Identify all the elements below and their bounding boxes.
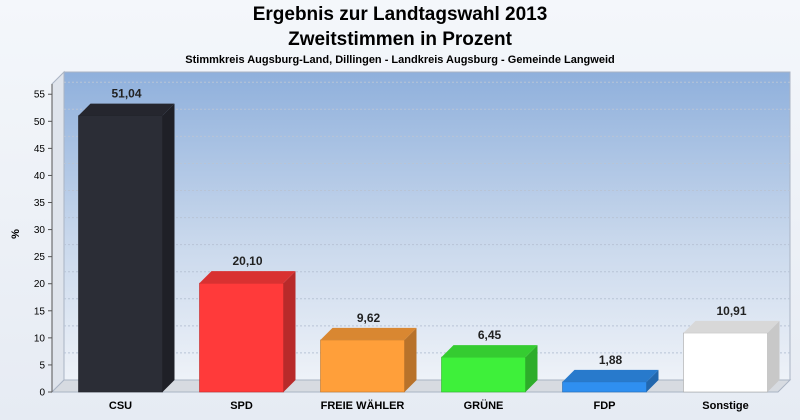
bar-grüne	[441, 345, 538, 393]
bar-value-label: 9,62	[357, 311, 381, 325]
bar-front	[78, 115, 163, 393]
bar-csu	[78, 103, 175, 393]
bar-spd	[199, 271, 296, 393]
bar-top	[562, 369, 659, 382]
bar-front	[562, 381, 647, 393]
y-tick-label: 30	[34, 225, 46, 236]
chart-title: Ergebnis zur Landtagswahl 2013	[252, 4, 548, 25]
bar-front	[441, 356, 526, 393]
bar-sonstige	[683, 320, 780, 393]
category-label: FREIE WÄHLER	[321, 399, 405, 412]
bar-value-label: 6,45	[478, 328, 502, 342]
category-label: FDP	[594, 400, 616, 412]
y-tick-label: 25	[34, 252, 46, 263]
y-tick-label: 10	[34, 333, 46, 344]
bar-value-label: 20,10	[232, 254, 262, 268]
bar-side	[525, 345, 538, 392]
bar-front	[320, 339, 405, 393]
bar-value-label: 51,04	[111, 87, 141, 101]
y-tick-label: 5	[39, 360, 45, 371]
bar-top	[683, 320, 780, 333]
bar-top	[320, 327, 417, 340]
category-label: SPD	[230, 400, 253, 412]
bar-side	[646, 369, 659, 392]
bar-freie-wähler	[320, 327, 417, 393]
y-tick-label: 15	[34, 306, 46, 317]
y-tick-label: 40	[34, 171, 46, 182]
bar-side	[283, 271, 296, 392]
plot-side-wall	[51, 70, 65, 394]
category-label: GRÜNE	[464, 399, 504, 412]
y-tick-label: 35	[34, 198, 46, 209]
y-axis-label: %	[10, 229, 22, 239]
bar-front	[199, 282, 284, 393]
category-label: Sonstige	[702, 400, 748, 412]
y-tick-label: 50	[34, 117, 46, 128]
bar-value-label: 10,91	[716, 304, 746, 318]
y-tick-label: 0	[39, 388, 45, 399]
category-label: CSU	[109, 400, 132, 412]
bar-front	[683, 332, 768, 393]
y-tick-label: 45	[34, 144, 46, 155]
bar-top	[199, 271, 296, 284]
bar-top	[78, 103, 175, 116]
bar-side	[404, 327, 417, 392]
bar-fdp	[562, 369, 659, 393]
bar-side	[162, 103, 175, 393]
bar-side	[767, 320, 780, 392]
y-tick-label: 20	[34, 279, 46, 290]
y-tick-label: 55	[34, 90, 46, 101]
plot-background	[63, 71, 791, 381]
bar-value-label: 1,88	[599, 353, 623, 367]
chart-region-label: Stimmkreis Augsburg-Land, Dillingen - La…	[185, 54, 615, 66]
bar-top	[441, 345, 538, 358]
chart-subtitle: Zweitstimmen in Prozent	[288, 29, 512, 50]
